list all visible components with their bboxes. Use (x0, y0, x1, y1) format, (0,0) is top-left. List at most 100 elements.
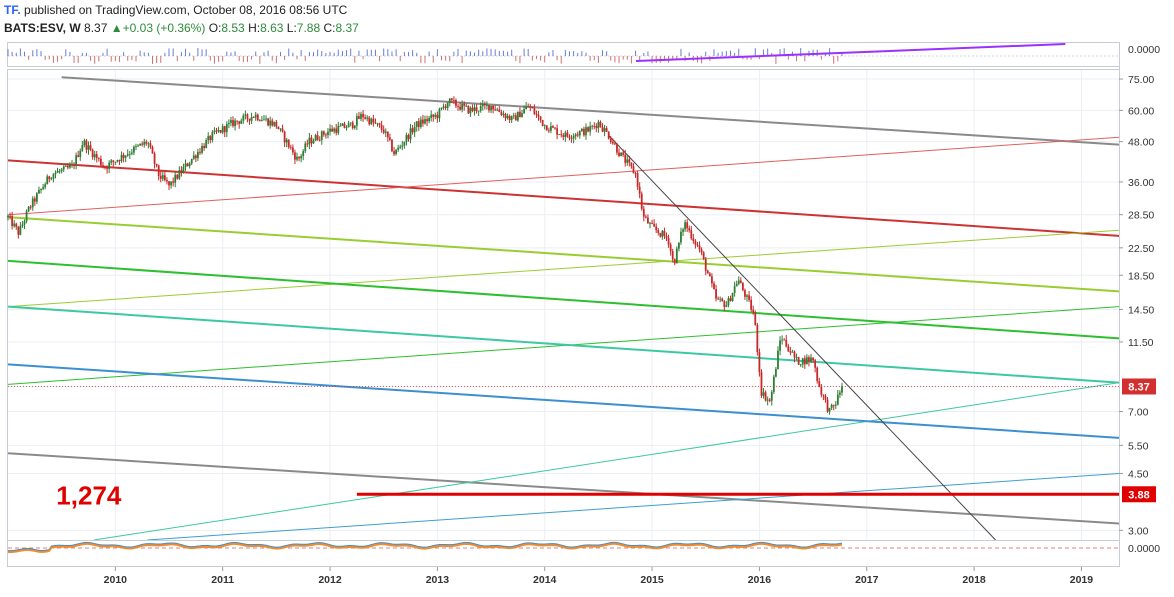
symbol-name[interactable]: BATS:ESV, W (4, 21, 81, 35)
candle-body (537, 114, 540, 117)
candle-body (87, 145, 90, 150)
candle-body (168, 181, 170, 186)
candle-body (199, 151, 201, 153)
candle-body (636, 173, 639, 187)
candle-body (748, 295, 750, 300)
candle-body (248, 118, 251, 121)
candle-body (114, 161, 117, 163)
candle-body (399, 146, 402, 148)
price-tick-label: 4.50 (1128, 468, 1149, 480)
candle-body (516, 111, 519, 121)
candle-body (680, 231, 682, 243)
candle-body (401, 145, 404, 147)
trend-lines (8, 76, 1119, 540)
candle-body (640, 193, 643, 209)
price-tick-label: 18.50 (1128, 270, 1154, 282)
candle-body (27, 206, 30, 212)
candle-body (700, 249, 703, 253)
price-tick-label: 36.00 (1128, 177, 1154, 189)
candle-body (194, 155, 197, 159)
candle-body (471, 107, 474, 111)
candle-body (159, 175, 162, 179)
candle-body (810, 357, 812, 362)
price-tick-label: 48.00 (1128, 137, 1154, 149)
candle-body (44, 184, 47, 188)
time-tick-label: 2019 (1070, 574, 1094, 586)
candle-body (108, 162, 111, 169)
candle-body (66, 166, 69, 168)
candle-body (766, 399, 769, 401)
candle-body (374, 122, 377, 124)
candle-body (595, 125, 598, 129)
time-tick-label: 2016 (748, 574, 772, 586)
candle-body (21, 224, 24, 227)
candle-body (93, 154, 96, 158)
candle-body (832, 404, 835, 406)
candle-body (110, 160, 113, 163)
candle-body (345, 127, 348, 129)
candle-body (550, 126, 552, 131)
time-axis[interactable]: 2010 2011 2012 2013 2014 2015 2016 2017 2018 2019 (104, 567, 1094, 586)
support-price-label: 3.88 (1128, 489, 1149, 501)
trend-line (608, 135, 996, 540)
candle-body (31, 198, 34, 208)
candle-body (25, 211, 28, 222)
candle-body (461, 103, 464, 110)
candle-body (754, 312, 757, 325)
candle-body (118, 160, 121, 162)
candle-body (686, 222, 689, 229)
low-label: L: (286, 21, 297, 35)
candle-body (353, 125, 356, 128)
candle-body (803, 358, 806, 365)
candle-body (446, 102, 449, 108)
price-axis[interactable]: 3.88 3.00 4.50 5.50 7.00 11.50 14.50 18.50 22.50… (1119, 74, 1156, 537)
candle-body (372, 118, 375, 123)
trend-line (8, 159, 1119, 237)
candle-body (523, 109, 525, 114)
candle-body (83, 140, 86, 146)
candle-body (620, 152, 622, 157)
candle-body (137, 145, 139, 147)
candle-body (325, 134, 327, 136)
candle-body (688, 228, 691, 231)
candle-body (36, 193, 38, 202)
candle-body (221, 126, 224, 133)
candle-body (696, 244, 699, 246)
candle-body (256, 114, 259, 121)
candle-body (673, 259, 676, 264)
candle-body (289, 147, 292, 148)
candle-body (599, 121, 602, 127)
candle-body (510, 116, 513, 121)
candle-body (752, 309, 755, 313)
candle-body (504, 113, 507, 119)
candle-body (630, 162, 633, 167)
candle-body (157, 165, 160, 176)
candle-body (667, 237, 670, 245)
candle-body (737, 280, 740, 284)
candle-body (58, 171, 61, 172)
candle-body (725, 305, 728, 307)
candle-body (820, 386, 823, 395)
candle-body (498, 109, 501, 113)
candle-body (91, 149, 94, 158)
candle-body (409, 128, 412, 140)
candle-body (368, 117, 371, 125)
candle-body (717, 298, 720, 300)
candle-body (358, 116, 360, 119)
candle-body (29, 206, 32, 208)
candle-body (411, 128, 414, 133)
candle-body (818, 381, 821, 387)
candle-body (793, 351, 796, 358)
candle-body (333, 128, 336, 132)
candle-body (386, 131, 389, 138)
candle-body (17, 226, 20, 235)
candle-body (341, 123, 344, 126)
candle-body (661, 230, 664, 237)
tradingview-logo[interactable]: TF. (4, 3, 21, 17)
candle-body (721, 298, 724, 302)
candle-body (380, 125, 383, 130)
candle-body (99, 158, 102, 166)
candle-body (708, 273, 711, 277)
candle-body (384, 131, 387, 133)
